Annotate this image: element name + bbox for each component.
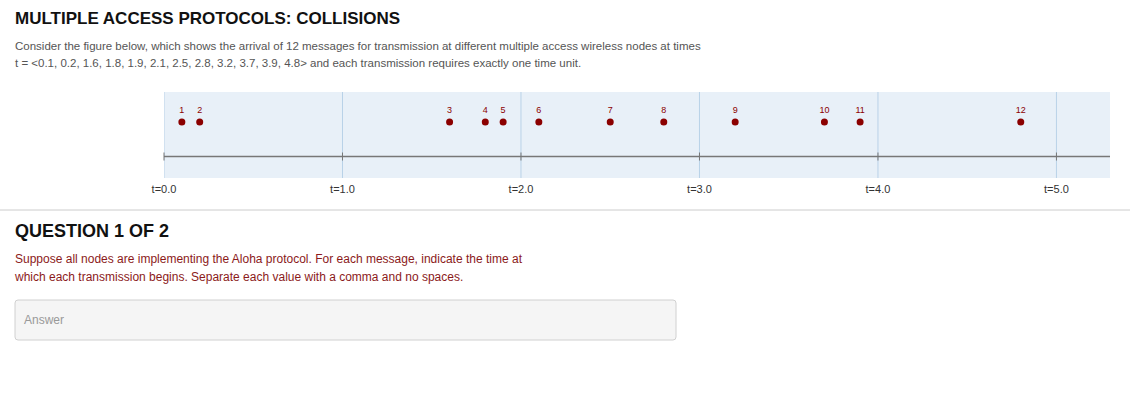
- arrival-dot: [857, 119, 864, 126]
- question-text: which each transmission begins. Separate…: [14, 270, 463, 284]
- tick-label: t=3.0: [687, 183, 712, 195]
- arrival-dot: [196, 119, 203, 126]
- arrival-dot: [482, 119, 489, 126]
- message-label: 8: [661, 105, 666, 115]
- tick-label: t=2.0: [509, 183, 534, 195]
- separator: [0, 210, 1130, 211]
- message-label: 6: [536, 105, 541, 115]
- message-label: 1: [179, 105, 184, 115]
- message-label: 12: [1016, 105, 1026, 115]
- message-label: 7: [608, 105, 613, 115]
- tick-mark: [342, 153, 343, 161]
- answer-box[interactable]: [15, 300, 676, 340]
- arrival-dot: [446, 119, 453, 126]
- message-label: 10: [819, 105, 829, 115]
- background: [0, 0, 1130, 401]
- message-label: 3: [447, 105, 452, 115]
- tick-mark: [520, 153, 521, 161]
- tick-mark: [699, 153, 700, 161]
- arrival-dot: [732, 119, 739, 126]
- tick-label: t=0.0: [152, 183, 177, 195]
- axis-line: [164, 156, 1110, 158]
- arrival-dot: [178, 119, 185, 126]
- tick-label: t=4.0: [866, 183, 891, 195]
- message-label: 4: [483, 105, 488, 115]
- arrival-dot: [500, 119, 507, 126]
- arrival-dot: [660, 119, 667, 126]
- subtitle: t = <0.1, 0.2, 1.6, 1.8, 1.9, 2.1, 2.5, …: [15, 57, 581, 69]
- arrival-dot: [1017, 119, 1024, 126]
- message-label: 11: [855, 105, 864, 115]
- grid-line: [877, 92, 878, 178]
- chart: MULTIPLE ACCESS PROTOCOLS: COLLISIONS Con…: [0, 0, 1130, 401]
- message-label: 9: [733, 105, 738, 115]
- tick-mark: [164, 153, 165, 161]
- tick-label: t=5.0: [1044, 183, 1069, 195]
- grid-line: [1056, 92, 1057, 178]
- title: MULTIPLE ACCESS PROTOCOLS: COLLISIONS: [15, 9, 400, 28]
- grid-line: [699, 92, 700, 178]
- subtitle: Consider the figure below, which shows t…: [15, 40, 701, 52]
- plot-background: [164, 92, 1110, 178]
- grid: [164, 92, 1056, 178]
- grid-line: [520, 92, 521, 178]
- arrival-dot: [607, 119, 614, 126]
- arrival-dot: [535, 119, 542, 126]
- answer-placeholder: Answer: [24, 313, 64, 327]
- tick-mark: [1056, 153, 1057, 161]
- arrival-dot: [821, 119, 828, 126]
- grid-line: [342, 92, 343, 178]
- grid-line: [164, 92, 165, 178]
- message-label: 5: [501, 105, 506, 115]
- message-label: 2: [197, 105, 202, 115]
- marks: [178, 119, 1024, 126]
- tick-mark: [877, 153, 878, 161]
- question-text: Suppose all nodes are implementing the A…: [15, 252, 523, 266]
- tick-label: t=1.0: [330, 183, 355, 195]
- question-title: QUESTION 1 OF 2: [15, 221, 169, 241]
